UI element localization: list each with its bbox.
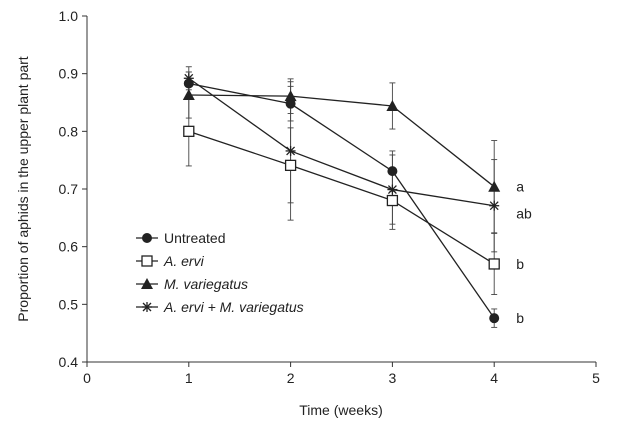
data-point — [285, 145, 296, 156]
data-point — [488, 180, 501, 192]
axes: 0.4 0.5 0.6 0.7 0.8 0.9 1.0 0 1 2 3 4 5 — [59, 8, 601, 386]
legend-item: A. ervi — [136, 253, 205, 269]
data-point — [284, 90, 297, 102]
data-point — [183, 125, 195, 137]
x-axis-label: Time (weeks) — [299, 402, 383, 418]
x-tick-label: 4 — [490, 370, 498, 386]
y-tick-label: 1.0 — [59, 8, 79, 24]
data-point — [489, 313, 500, 324]
data-point — [183, 73, 194, 84]
x-tick-label: 0 — [83, 370, 91, 386]
series-line-0 — [188, 82, 495, 319]
x-tick-label: 5 — [592, 370, 600, 386]
y-tick-label: 0.8 — [59, 123, 79, 139]
y-tick-label: 0.7 — [59, 181, 79, 197]
x-tick-label: 3 — [389, 370, 397, 386]
data-point — [489, 200, 500, 211]
data-point — [386, 99, 399, 111]
legend-item: M. variegatus — [136, 276, 248, 292]
data-point — [387, 166, 398, 177]
star-stroke — [387, 185, 397, 195]
legend: Untreated A. ervi M. variegatus A. ervi + M… — [136, 230, 304, 315]
y-tick-label: 0.9 — [59, 66, 79, 82]
series-line-2 — [188, 94, 495, 188]
series-line-3 — [188, 77, 495, 207]
legend-label: Untreated — [164, 230, 225, 246]
legend-label: A. ervi — [163, 253, 205, 269]
annotation-label: b — [516, 310, 524, 326]
legend-label: M. variegatus — [164, 276, 248, 292]
x-tick-label: 1 — [185, 370, 193, 386]
x-tick-label: 2 — [287, 370, 295, 386]
y-tick-label: 0.6 — [59, 239, 79, 255]
significance-annotations: a ab b b — [516, 179, 532, 326]
y-tick-label: 0.5 — [59, 296, 79, 312]
legend-marker — [142, 302, 152, 312]
legend-marker — [141, 255, 153, 267]
annotation-label: b — [516, 256, 524, 272]
series-markers — [182, 73, 501, 324]
annotation-label: ab — [516, 206, 532, 222]
data-point — [488, 258, 500, 270]
data-point — [386, 194, 399, 207]
star-stroke — [142, 302, 152, 312]
series-lines — [188, 77, 495, 319]
star-stroke — [489, 201, 499, 211]
y-tick-label: 0.4 — [59, 354, 79, 370]
annotation-label: a — [516, 179, 524, 195]
y-axis-label: Proportion of aphids in the upper plant … — [15, 56, 31, 322]
series-line-1 — [188, 130, 495, 265]
star-stroke — [286, 146, 296, 156]
legend-label: A. ervi + M. variegatus — [163, 299, 304, 315]
data-point — [182, 89, 195, 101]
legend-marker — [141, 278, 153, 289]
data-point — [387, 184, 398, 195]
data-point — [284, 159, 297, 172]
star-stroke — [184, 73, 194, 83]
legend-item: Untreated — [136, 230, 225, 246]
legend-marker — [142, 233, 152, 243]
legend-item: A. ervi + M. variegatus — [136, 299, 304, 315]
